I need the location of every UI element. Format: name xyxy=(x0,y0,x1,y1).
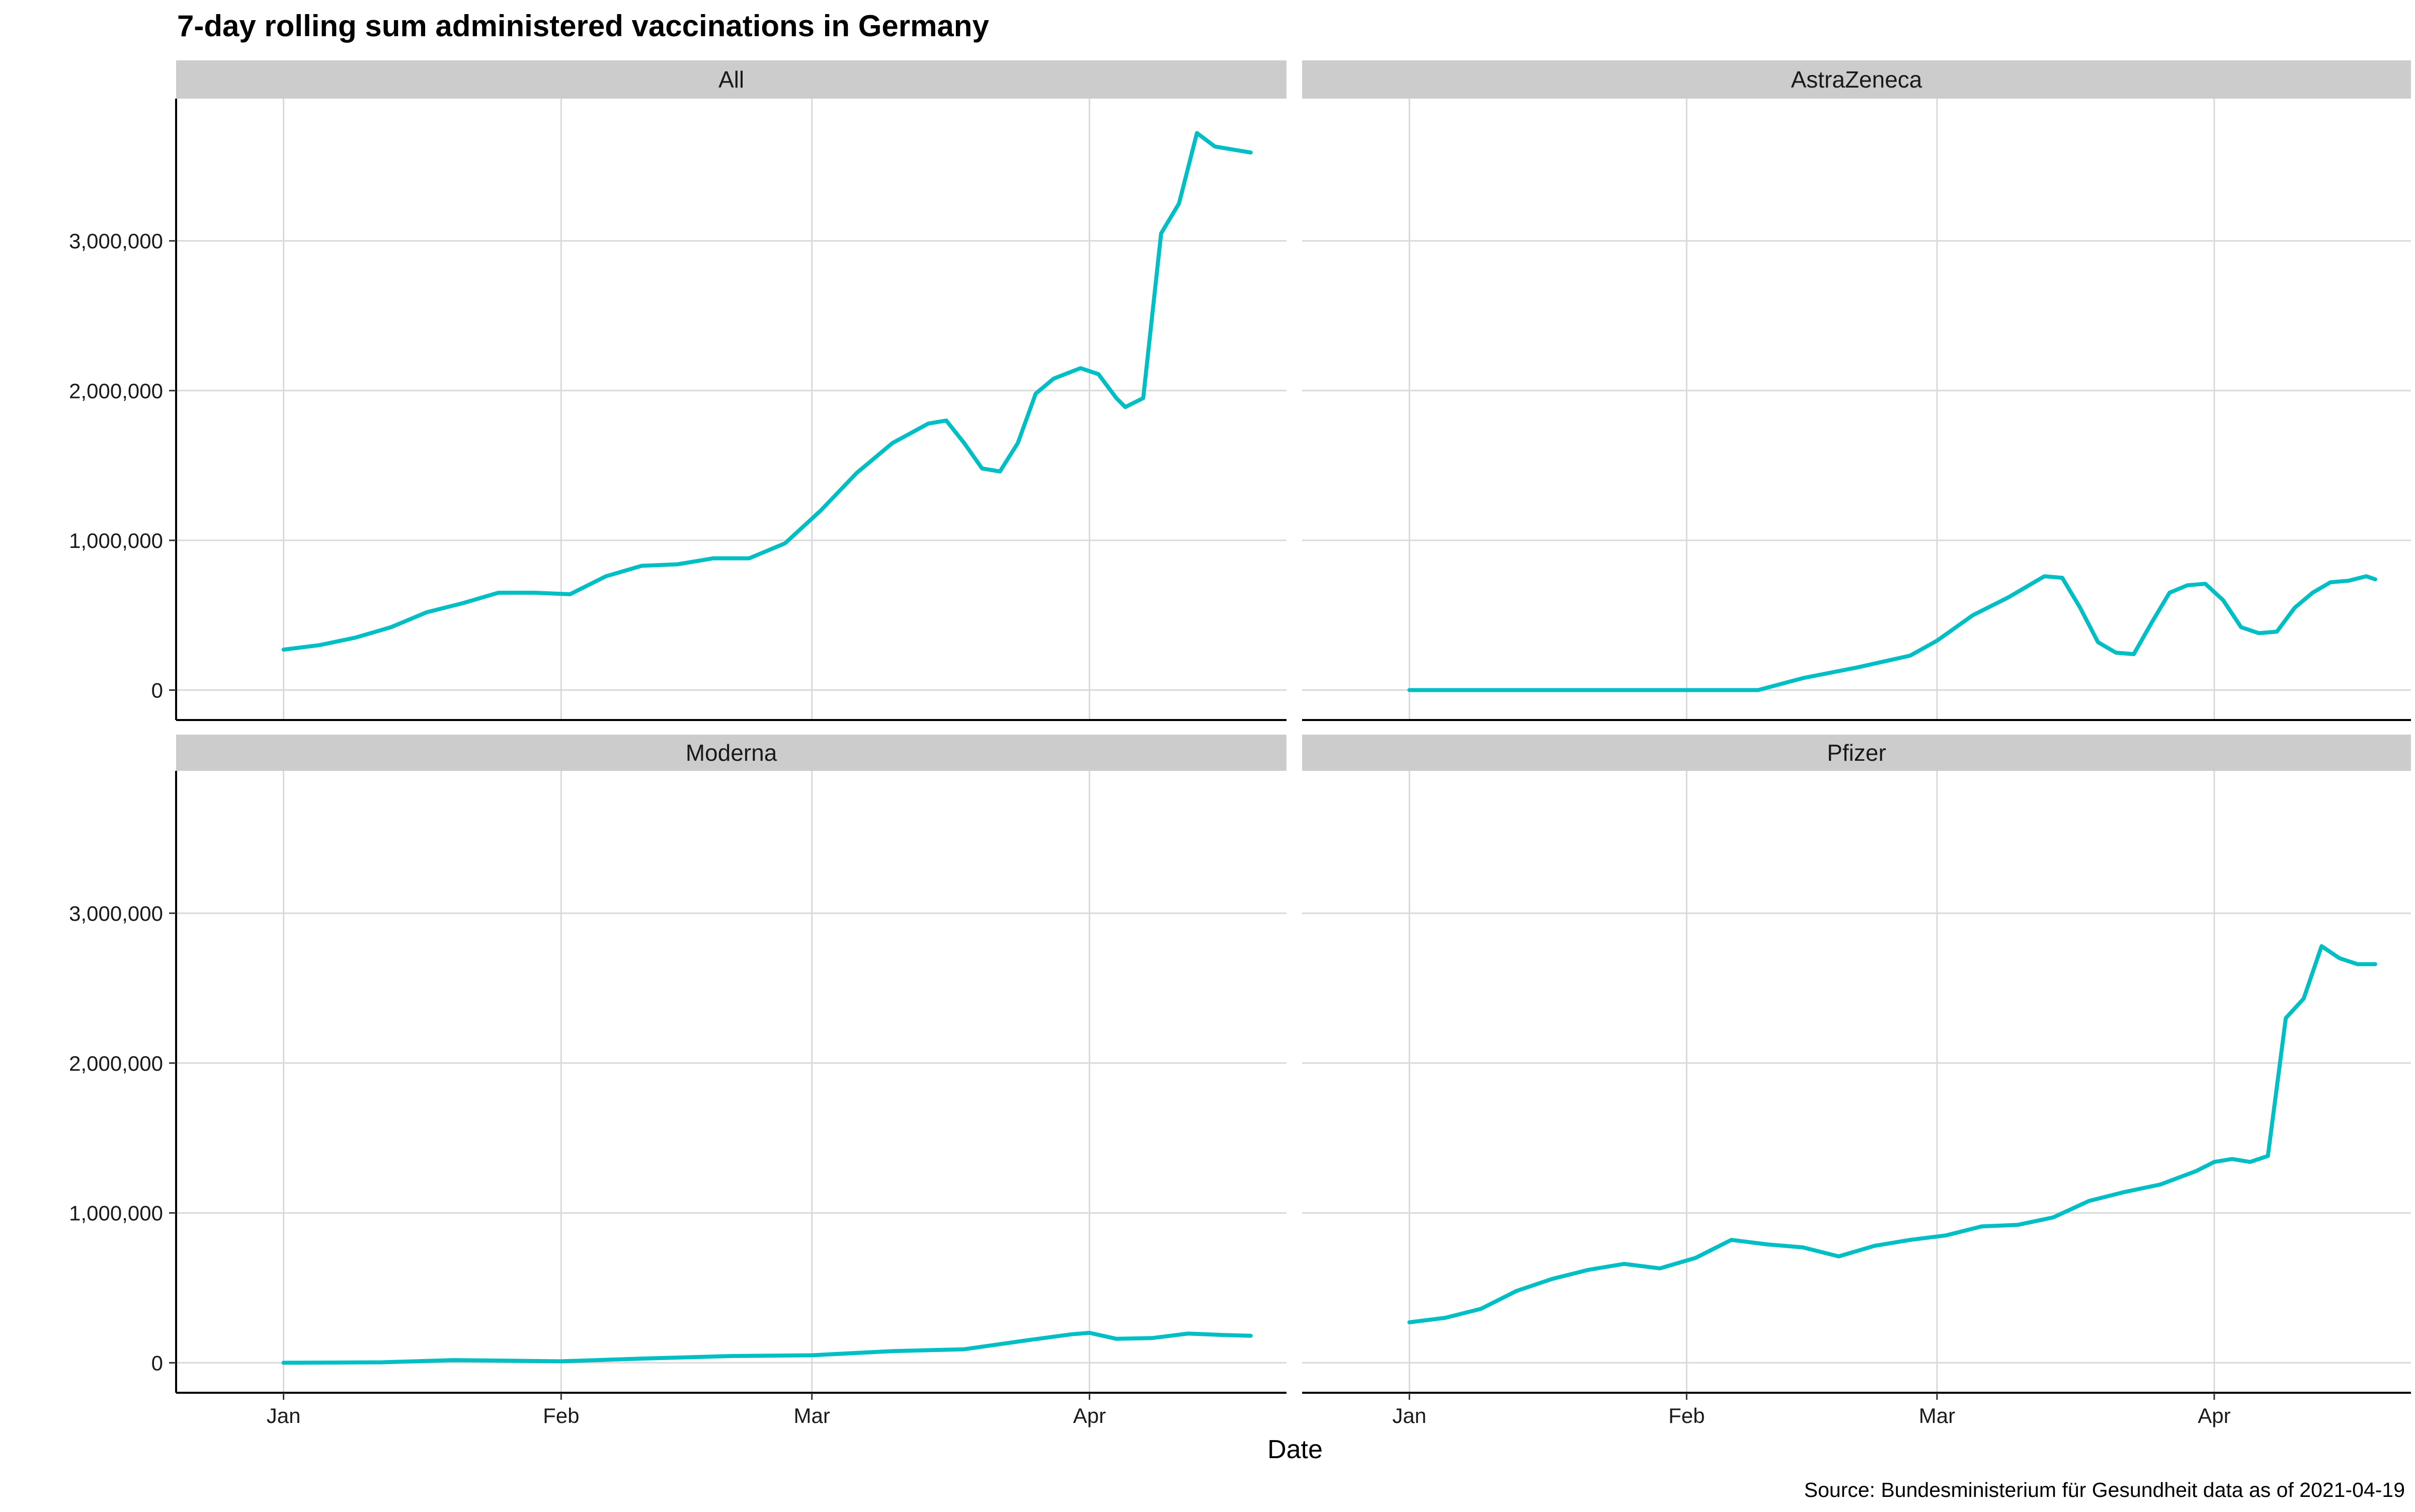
x-axis-label: Date xyxy=(1267,1435,1323,1464)
facet-strip xyxy=(176,735,1286,771)
facet-panel-moderna: Moderna 0 1,000,000 2,000,000 3,000,000 Jan Fe… xyxy=(69,735,1286,1427)
x-tick-label: Apr xyxy=(1073,1404,1106,1427)
y-tick-label: 3,000,000 xyxy=(69,902,163,925)
facet-strip xyxy=(1302,735,2411,771)
chart-title: 7-day rolling sum administered vaccinati… xyxy=(177,9,989,43)
y-tick-label: 1,000,000 xyxy=(69,529,163,552)
series-line xyxy=(1407,574,2377,692)
y-tick-label: 0 xyxy=(151,678,163,702)
x-tick-label: Jan xyxy=(267,1404,301,1427)
y-tick-label: 0 xyxy=(151,1351,163,1375)
facet-strip-label: All xyxy=(718,66,744,93)
chart-caption: Source: Bundesministerium für Gesundheit… xyxy=(1804,1478,2405,1501)
x-tick-label: Feb xyxy=(543,1404,579,1427)
facet-strip-label: Pfizer xyxy=(1827,740,1886,766)
series-line xyxy=(281,1330,1253,1365)
x-tick-label: Mar xyxy=(794,1404,830,1427)
x-tick-label: Feb xyxy=(1668,1404,1705,1427)
facet-panel-all: All 0 1,000,000 2,000,000 3,000,000 xyxy=(69,60,1286,721)
y-tick-label: 2,000,000 xyxy=(69,1052,163,1075)
x-tick-label: Mar xyxy=(1919,1404,1955,1427)
y-tick-label: 1,000,000 xyxy=(69,1202,163,1225)
y-tick-label: 3,000,000 xyxy=(69,229,163,253)
facet-strip-label: Moderna xyxy=(686,740,777,766)
y-tick-label: 2,000,000 xyxy=(69,379,163,403)
facet-strip xyxy=(1302,60,2411,99)
facet-strip xyxy=(176,60,1286,99)
x-tick-label: Apr xyxy=(2198,1404,2230,1427)
x-tick-label: Jan xyxy=(1392,1404,1426,1427)
series-line xyxy=(1407,944,2377,1324)
facet-panel-pfizer: Pfizer Jan Feb Mar Apr xyxy=(1302,735,2411,1427)
facet-panel-astrazeneca: AstraZeneca xyxy=(1302,60,2411,721)
series-line xyxy=(281,131,1253,652)
facet-strip-label: AstraZeneca xyxy=(1791,66,1922,93)
